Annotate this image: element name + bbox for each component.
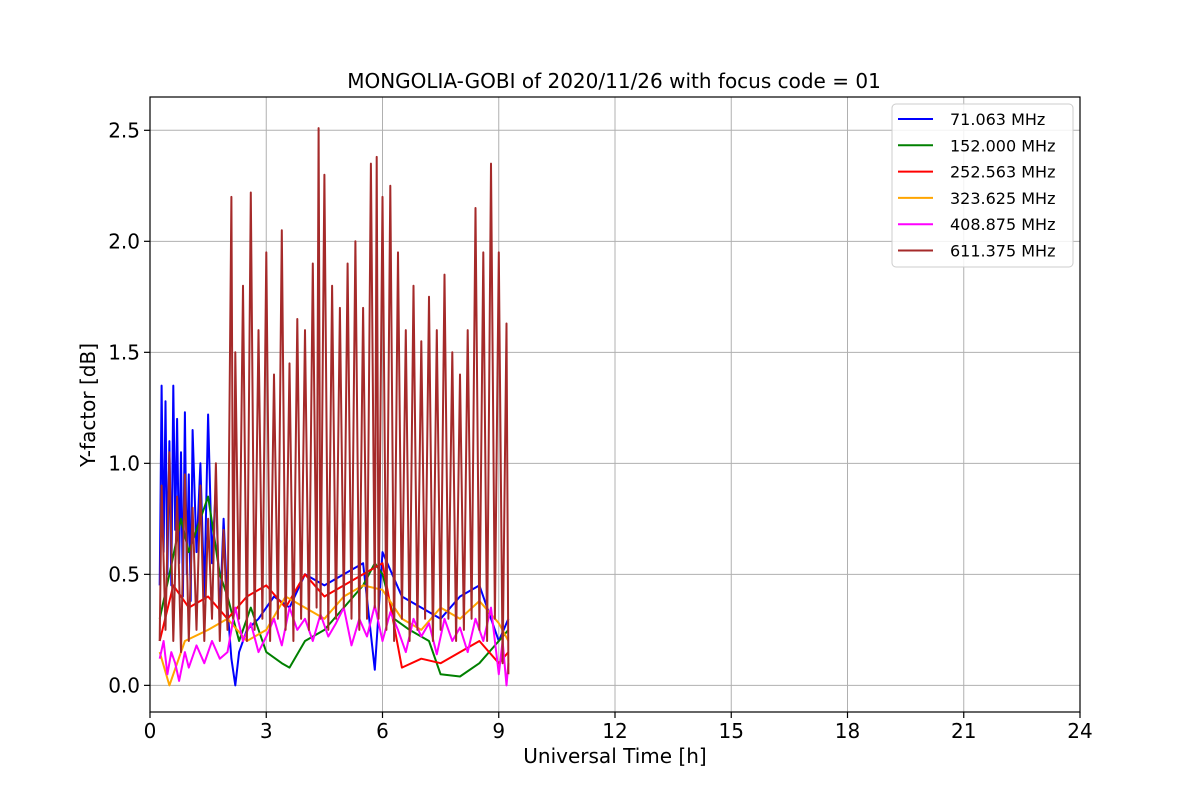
legend-label: 611.375 MHz (950, 242, 1055, 261)
y-tick-label: 0.5 (108, 562, 140, 586)
legend-box (891, 103, 1074, 268)
legend-label: 323.625 MHz (950, 189, 1055, 208)
y-tick-label: 2.5 (108, 118, 140, 142)
y-tick-label: 1.5 (108, 340, 140, 364)
x-tick-label: 0 (144, 719, 157, 743)
x-axis-label: Universal Time [h] (523, 744, 706, 768)
legend-label: 71.063 MHz (950, 110, 1045, 129)
chart-title: MONGOLIA-GOBI of 2020/11/26 with focus c… (347, 69, 881, 93)
x-tick-label: 21 (951, 719, 976, 743)
y-axis: 0.0 0.5 1.0 1.5 2.0 2.5 (108, 118, 150, 697)
series-line-5 (158, 127, 510, 675)
x-tick-label: 6 (376, 719, 389, 743)
x-tick-label: 18 (835, 719, 860, 743)
x-tick-label: 3 (260, 719, 273, 743)
x-tick-label: 15 (719, 719, 744, 743)
x-tick-label: 9 (492, 719, 505, 743)
y-tick-label: 2.0 (108, 229, 140, 253)
y-tick-label: 1.0 (108, 451, 140, 475)
x-axis: 0 3 6 9 12 15 18 21 24 (144, 712, 1093, 743)
legend-label: 252.563 MHz (950, 163, 1055, 182)
y-tick-label: 0.0 (108, 673, 140, 697)
legend-label: 152.000 MHz (950, 136, 1055, 155)
x-tick-label: 12 (602, 719, 627, 743)
series-layer (158, 127, 510, 687)
legend-label: 408.875 MHz (950, 215, 1055, 234)
legend: 71.063 MHz 152.000 MHz 252.563 MHz 323.625 … (891, 103, 1074, 268)
x-tick-label: 24 (1067, 719, 1092, 743)
y-axis-label: Y-factor [dB] (76, 343, 100, 468)
